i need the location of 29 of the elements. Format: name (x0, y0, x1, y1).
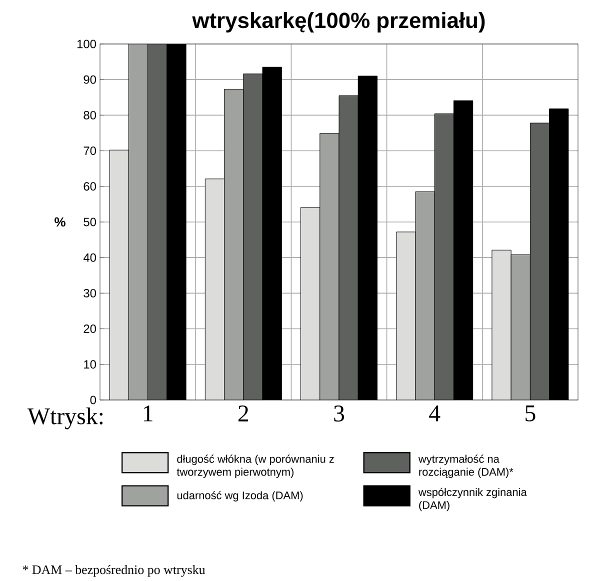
y-axis-title: % (54, 217, 66, 227)
y-tick-label: 40 (83, 253, 96, 262)
y-tick-label: 70 (84, 146, 96, 156)
legend-label: udarność wg Izoda (DAM) (177, 491, 303, 502)
x-tick-label: 2 (238, 406, 248, 422)
legend-label: współczynnik zginania (DAM) (418, 488, 527, 512)
x-tick-label: 1 (144, 406, 152, 422)
y-tick-label: 90 (84, 75, 96, 84)
y-tick-label: 80 (84, 110, 96, 120)
x-tick-label: 5 (526, 406, 536, 422)
chart-title: wtryskarkę(100% przemiału) (192, 12, 485, 32)
y-tick-label: 50 (84, 218, 96, 226)
y-tick-label: 20 (84, 324, 96, 334)
legend-label: wytrzymałość na rozciąganie (DAM)* (418, 454, 514, 478)
y-tick-label: 60 (84, 182, 96, 191)
x-tick-label: 4 (429, 406, 440, 422)
bar (204, 178, 225, 400)
legend-label: długość włókna (w porównaniu z tworzywem pierwotnym) (176, 454, 334, 478)
bar (396, 232, 416, 400)
y-tick-label: 0 (90, 396, 96, 404)
bar (492, 250, 512, 400)
bar (300, 207, 320, 400)
text: * DAM – bezpośrednio po wtrysku (22, 564, 206, 577)
x-tick-label: 3 (334, 406, 344, 422)
y-tick-label: 100 (77, 40, 96, 48)
x-axis-title: Wtrysk: (27, 408, 103, 430)
y-tick-label: 10 (84, 360, 96, 369)
bar (109, 150, 129, 400)
y-tick-label: 30 (84, 288, 96, 298)
